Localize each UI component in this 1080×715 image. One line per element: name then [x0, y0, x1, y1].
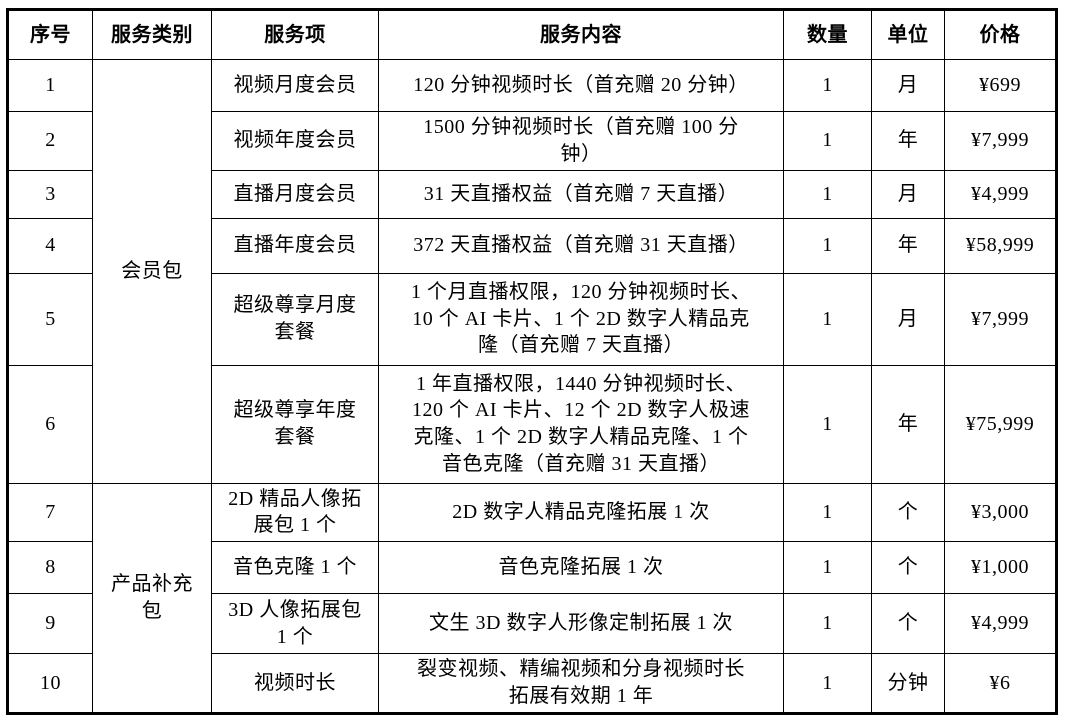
cell-content: 372 天直播权益（首充赠 31 天直播） — [378, 217, 784, 274]
header-row: 序号 服务类别 服务项 服务内容 数量 单位 价格 — [7, 9, 1057, 60]
cell-category-membership: 会员包 — [92, 59, 212, 484]
cell-content: 1 年直播权限，1440 分钟视频时长、 120 个 AI 卡片、12 个 2D… — [378, 364, 784, 484]
cell-content: 2D 数字人精品克隆拓展 1 次 — [378, 482, 784, 543]
cell-content: 31 天直播权益（首充赠 7 天直播） — [378, 169, 784, 219]
table-row: 6 超级尊享年度 套餐 1 年直播权限，1440 分钟视频时长、 120 个 A… — [7, 364, 1057, 484]
cell-no: 4 — [7, 217, 93, 274]
cell-price: ¥3,000 — [944, 482, 1057, 543]
cell-unit: 年 — [871, 217, 945, 274]
cell-qty: 1 — [783, 217, 872, 274]
table-row: 5 超级尊享月度 套餐 1 个月直播权限，120 分钟视频时长、 10 个 AI… — [7, 272, 1057, 366]
cell-price: ¥75,999 — [944, 364, 1057, 484]
cell-price: ¥6 — [944, 653, 1057, 714]
cell-item: 2D 精品人像拓 展包 1 个 — [211, 482, 379, 543]
pricing-table: 序号 服务类别 服务项 服务内容 数量 单位 价格 1 会员包 视频月度会员 1… — [6, 8, 1058, 715]
table-row: 2 视频年度会员 1500 分钟视频时长（首充赠 100 分 钟） 1 年 ¥7… — [7, 111, 1057, 171]
cell-unit: 月 — [871, 169, 945, 219]
header-service-category: 服务类别 — [92, 9, 212, 60]
cell-unit: 月 — [871, 272, 945, 366]
cell-item: 超级尊享年度 套餐 — [211, 364, 379, 484]
cell-qty: 1 — [783, 111, 872, 171]
cell-content: 1 个月直播权限，120 分钟视频时长、 10 个 AI 卡片、1 个 2D 数… — [378, 272, 784, 366]
cell-unit: 年 — [871, 364, 945, 484]
table-row: 3 直播月度会员 31 天直播权益（首充赠 7 天直播） 1 月 ¥4,999 — [7, 169, 1057, 219]
cell-price: ¥58,999 — [944, 217, 1057, 274]
cell-no: 1 — [7, 59, 93, 112]
cell-qty: 1 — [783, 482, 872, 543]
header-service-content: 服务内容 — [378, 9, 784, 60]
cell-item: 超级尊享月度 套餐 — [211, 272, 379, 366]
cell-content: 裂变视频、精编视频和分身视频时长 拓展有效期 1 年 — [378, 653, 784, 714]
cell-no: 2 — [7, 111, 93, 171]
cell-price: ¥1,000 — [944, 541, 1057, 595]
cell-no: 6 — [7, 364, 93, 484]
cell-no: 9 — [7, 593, 93, 655]
table-row: 4 直播年度会员 372 天直播权益（首充赠 31 天直播） 1 年 ¥58,9… — [7, 217, 1057, 274]
cell-content: 1500 分钟视频时长（首充赠 100 分 钟） — [378, 111, 784, 171]
cell-qty: 1 — [783, 59, 872, 112]
cell-qty: 1 — [783, 593, 872, 655]
cell-item: 直播月度会员 — [211, 169, 379, 219]
cell-price: ¥4,999 — [944, 593, 1057, 655]
cell-item: 视频年度会员 — [211, 111, 379, 171]
cell-no: 3 — [7, 169, 93, 219]
cell-item: 音色克隆 1 个 — [211, 541, 379, 595]
cell-content: 120 分钟视频时长（首充赠 20 分钟） — [378, 59, 784, 112]
cell-unit: 年 — [871, 111, 945, 171]
cell-item: 视频月度会员 — [211, 59, 379, 112]
cell-qty: 1 — [783, 169, 872, 219]
cell-qty: 1 — [783, 364, 872, 484]
cell-unit: 个 — [871, 593, 945, 655]
cell-qty: 1 — [783, 272, 872, 366]
header-serial-number: 序号 — [7, 9, 93, 60]
cell-price: ¥7,999 — [944, 272, 1057, 366]
header-price: 价格 — [944, 9, 1057, 60]
cell-price: ¥699 — [944, 59, 1057, 112]
cell-qty: 1 — [783, 653, 872, 714]
cell-unit: 分钟 — [871, 653, 945, 714]
cell-no: 10 — [7, 653, 93, 714]
cell-item: 3D 人像拓展包 1 个 — [211, 593, 379, 655]
header-unit: 单位 — [871, 9, 945, 60]
cell-unit: 个 — [871, 482, 945, 543]
cell-content: 文生 3D 数字人形像定制拓展 1 次 — [378, 593, 784, 655]
cell-content: 音色克隆拓展 1 次 — [378, 541, 784, 595]
cell-category-addon: 产品补充 包 — [92, 482, 212, 714]
cell-qty: 1 — [783, 541, 872, 595]
header-service-item: 服务项 — [211, 9, 379, 60]
cell-unit: 个 — [871, 541, 945, 595]
cell-price: ¥7,999 — [944, 111, 1057, 171]
table-row: 1 会员包 视频月度会员 120 分钟视频时长（首充赠 20 分钟） 1 月 ¥… — [7, 59, 1057, 484]
cell-item: 视频时长 — [211, 653, 379, 714]
header-quantity: 数量 — [783, 9, 872, 60]
table-row: 9 3D 人像拓展包 1 个 文生 3D 数字人形像定制拓展 1 次 1 个 ¥… — [7, 593, 1057, 655]
cell-no: 5 — [7, 272, 93, 366]
cell-item: 直播年度会员 — [211, 217, 379, 274]
table-row: 7 产品补充 包 2D 精品人像拓 展包 1 个 2D 数字人精品克隆拓展 1 … — [7, 482, 1057, 714]
cell-no: 7 — [7, 482, 93, 543]
cell-price: ¥4,999 — [944, 169, 1057, 219]
cell-unit: 月 — [871, 59, 945, 112]
cell-no: 8 — [7, 541, 93, 595]
